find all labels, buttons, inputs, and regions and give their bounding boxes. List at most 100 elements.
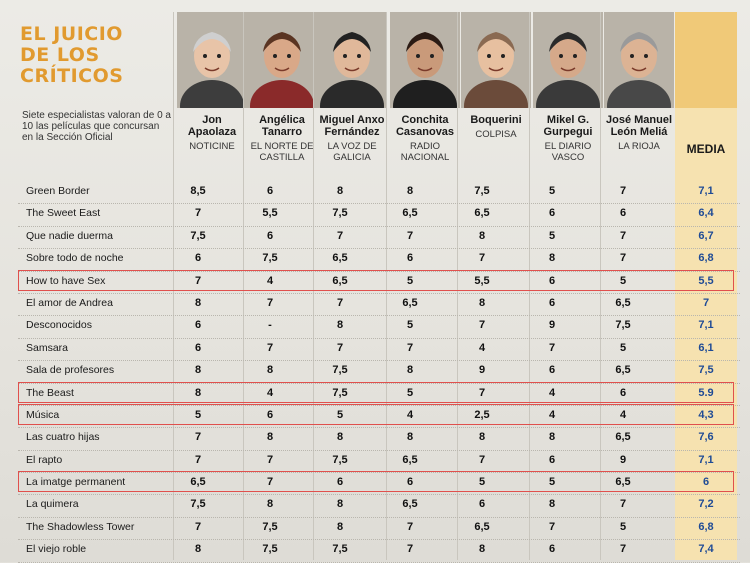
critic-name-line: Miguel Anxo <box>319 114 385 126</box>
critic-score: 7 <box>406 520 414 533</box>
film-title: El viejo roble <box>26 543 87 556</box>
critic-score: 7 <box>548 520 556 533</box>
title-line: DE LOS <box>20 44 100 66</box>
critic-score: 7 <box>548 341 556 354</box>
critic-score: 5 <box>548 476 556 489</box>
critic-score: 5 <box>619 341 627 354</box>
film-title: La imatge permanent <box>26 476 126 489</box>
critic-score: 6,5 <box>402 453 418 466</box>
critic-score: 7,5 <box>262 252 278 265</box>
film-title: El amor de Andrea <box>26 296 113 309</box>
critic-score: 7 <box>406 341 414 354</box>
critic-outlet: NOTICINE <box>189 141 235 152</box>
critic-score: 8 <box>548 252 556 265</box>
film-title: Green Border <box>26 185 90 197</box>
critic-score: 7 <box>478 252 486 265</box>
media-score: 7,6 <box>698 431 714 444</box>
film-title: The Sweet East <box>26 207 101 220</box>
critic-name-line: Conchita <box>401 114 449 126</box>
critic-name-line: Apaolaza <box>187 126 237 138</box>
critic-score: 5,5 <box>474 274 490 287</box>
critic-score: 5 <box>406 274 414 287</box>
film-title: Música <box>26 408 60 421</box>
critic-score: 5 <box>406 319 414 332</box>
critic-score: 7 <box>266 476 274 489</box>
critic-score: 5 <box>478 476 486 489</box>
critic-score: 6,5 <box>615 431 631 444</box>
critic-score: 7,5 <box>332 386 348 399</box>
film-title: The Shadowless Tower <box>26 520 135 533</box>
media-score: 7,2 <box>698 498 714 511</box>
table-row: Green Border 8,5 6 8 8 7,5 5 7 7,1 <box>18 182 740 205</box>
critic-score: 7 <box>619 498 627 511</box>
critic-score: 7 <box>478 319 486 332</box>
critic-outlet: LA RIOJA <box>618 141 660 152</box>
critic-score: 8 <box>336 498 344 511</box>
critic-score: 7 <box>478 386 486 399</box>
critic-score: 6 <box>406 252 414 265</box>
critic-name: Jon Apaolaza <box>176 114 248 138</box>
critic-score: 7,5 <box>190 229 206 242</box>
critic-score: 6,5 <box>332 274 348 287</box>
critic-score: 8 <box>548 431 556 444</box>
media-score: 6,8 <box>698 520 714 533</box>
critic-score: 8 <box>406 364 414 377</box>
critic-score: - <box>268 319 272 332</box>
critic-score: 7 <box>619 543 627 556</box>
critic-score: 6 <box>336 476 344 489</box>
critic-score: 5,5 <box>262 207 278 220</box>
critic-score: 8 <box>336 431 344 444</box>
critic-score: 7,5 <box>190 498 206 511</box>
critic-score: 2,5 <box>474 408 490 421</box>
table-row: Música 5 6 5 4 2,5 4 4 4,3 <box>18 403 740 429</box>
critic-score: 7 <box>194 453 202 466</box>
critic-name-line: José Manuel <box>605 114 673 126</box>
critic-score: 7 <box>336 341 344 354</box>
critic-name: Conchita Casanovas <box>389 114 461 138</box>
critic-score: 6 <box>548 364 556 377</box>
media-score: 6,8 <box>698 252 714 265</box>
critic-score: 9 <box>478 364 486 377</box>
critic-score: 8 <box>548 498 556 511</box>
media-column <box>675 12 737 560</box>
critic-score: 5 <box>619 520 627 533</box>
film-title: The Beast <box>26 386 74 399</box>
critic-score: 6,5 <box>402 498 418 511</box>
critic-score: 6 <box>266 229 274 242</box>
media-score: 6,7 <box>698 229 714 242</box>
critic-score: 4 <box>478 341 486 354</box>
critic-photo <box>317 12 387 108</box>
critic-score: 6 <box>194 341 202 354</box>
critic-name-line: Casanovas <box>395 126 455 138</box>
critic-score: 4 <box>619 408 627 421</box>
critic-score: 6 <box>619 207 627 220</box>
critic-score: 8 <box>266 431 274 444</box>
critic-score: 6 <box>548 453 556 466</box>
critic-score: 8 <box>478 431 486 444</box>
subtitle: Siete especialistas valoran de 0 a 10 la… <box>22 110 171 143</box>
column-divider <box>243 12 244 560</box>
critic-outlet: EL DIARIO VASCO <box>544 141 592 163</box>
critic-score: 6,5 <box>615 296 631 309</box>
page-title: EL JUICIO DE LOS CRÍTICOS <box>20 24 180 87</box>
table-row: How to have Sex 7 4 6,5 5 5,5 6 5 5,5 <box>18 269 740 294</box>
critic-score: 4 <box>266 274 274 287</box>
film-title: Sobre todo de noche <box>26 252 124 265</box>
critic-score: 7 <box>619 252 627 265</box>
critic-score: 7 <box>266 341 274 354</box>
critic-score: 7 <box>406 543 414 556</box>
critic-photo <box>461 12 531 108</box>
media-score: 7,1 <box>698 453 714 466</box>
critic-score: 6,5 <box>332 252 348 265</box>
critic-name-line: Fernández <box>324 126 380 138</box>
critic-score: 4 <box>548 408 556 421</box>
film-title: Samsara <box>26 341 69 354</box>
critic-photo <box>177 12 247 108</box>
media-score: 7 <box>702 296 710 309</box>
critic-score: 6 <box>548 296 556 309</box>
critic-score: 5 <box>548 229 556 242</box>
critic-score: 5 <box>548 185 556 197</box>
critic-score: 5 <box>406 386 414 399</box>
column-divider <box>600 12 601 560</box>
critic-photo <box>247 12 317 108</box>
